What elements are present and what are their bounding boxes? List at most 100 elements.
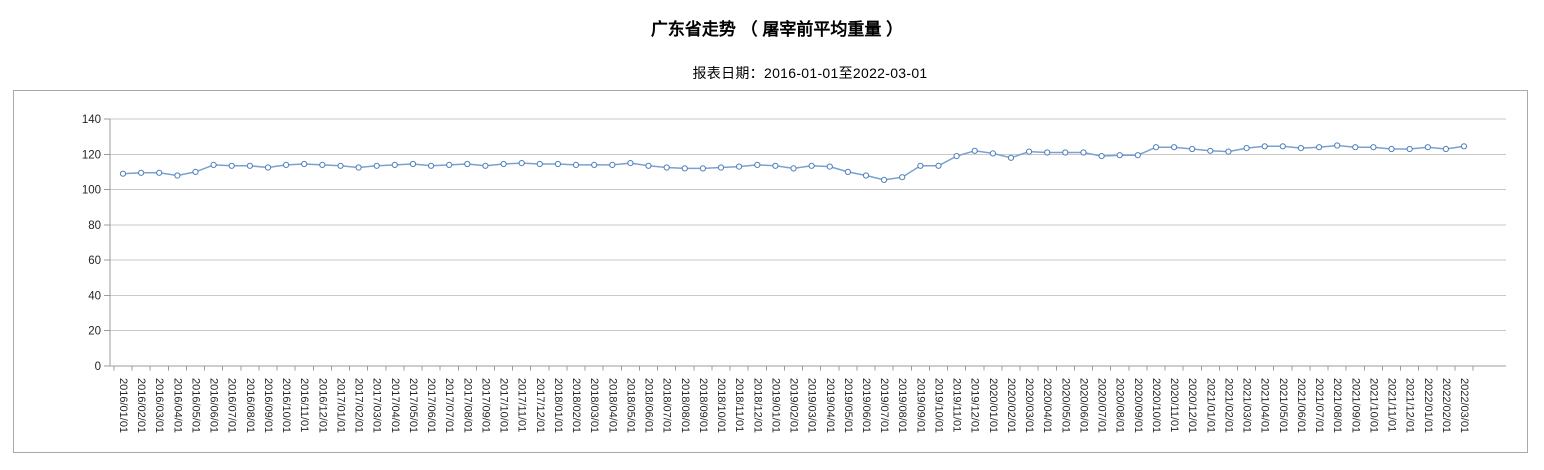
x-tick-label: 2016/05/01 [189,378,201,433]
data-point-marker [681,165,688,172]
data-point-marker [1442,145,1450,153]
y-tick-label: 120 [82,149,101,161]
data-point-marker [1134,152,1141,159]
y-tick-label: 20 [88,326,101,338]
data-point-marker [1044,149,1051,156]
x-tick-label: 2019/05/01 [842,378,854,433]
x-tick-label: 2021/05/01 [1277,378,1289,433]
data-point-marker [192,168,199,176]
data-point-marker [1352,144,1359,151]
x-tick-label: 2019/07/01 [878,378,890,433]
x-tick-label: 2018/10/01 [715,378,727,433]
data-point-marker [808,162,815,169]
data-point-marker [1316,144,1323,151]
x-tick-label: 2017/07/01 [443,378,455,433]
data-point-marker [790,165,797,172]
y-tick-label: 40 [88,290,101,302]
x-tick-label: 2017/11/01 [516,378,528,432]
data-point-marker [663,164,670,171]
data-point-marker [1098,153,1105,160]
x-tick-label: 2020/04/01 [1041,378,1053,433]
data-point-marker [337,162,344,169]
data-point-marker [591,161,598,169]
x-tick-label: 2018/07/01 [661,378,673,433]
x-tick-label: 2016/08/01 [244,378,256,433]
y-tick-label: 100 [82,185,101,197]
x-tick-label: 2022/03/01 [1458,378,1470,433]
x-tick-label: 2016/01/01 [117,378,129,433]
x-tick-label: 2018/04/01 [606,378,618,433]
x-tick-label: 2017/08/01 [461,378,473,433]
data-point-marker [1424,144,1431,151]
data-point-marker [409,160,417,168]
data-point-marker [319,161,326,169]
data-point-marker [1388,145,1395,153]
x-tick-label: 2021/03/01 [1241,378,1253,433]
data-point-marker [482,162,489,169]
data-point-marker [971,147,978,154]
data-point-marker [1460,143,1468,150]
x-tick-label: 2018/12/01 [751,378,763,433]
x-tick-label: 2016/07/01 [226,378,238,433]
chart-title: 广东省走势 （ 屠宰前平均重量 ） [650,20,904,39]
x-tick-label: 2018/11/01 [733,378,745,432]
x-tick-label: 2018/05/01 [624,378,636,433]
x-tick-label: 2019/10/01 [932,378,944,433]
x-tick-label: 2019/08/01 [896,378,908,433]
x-tick-label: 2022/01/01 [1422,378,1434,433]
x-tick-label: 2017/01/01 [334,378,346,433]
x-tick-label: 2020/11/01 [1168,378,1180,432]
data-point-marker [1007,154,1015,161]
data-point-marker [536,160,543,168]
data-point-marker [1062,149,1069,156]
data-point-marker [1279,143,1286,150]
data-point-marker [572,161,580,169]
data-point-marker [518,160,525,167]
x-tick-label: 2021/01/01 [1204,378,1216,433]
x-axis-labels: 2016/01/01 2016/02/01 2016/03/01 2016/04/01… [117,378,1470,433]
data-point-marker [1297,145,1305,152]
x-tick-label: 2021/12/01 [1404,378,1416,433]
x-tick-label: 2016/12/01 [316,378,328,433]
data-point-marker [138,169,145,176]
data-point-marker [446,161,453,169]
y-tick-label: 140 [82,114,101,126]
x-tick-label: 2021/06/01 [1295,378,1307,433]
x-tick-label: 2021/02/01 [1222,378,1234,433]
data-point-marker [772,162,779,169]
x-tick-label: 2018/08/01 [679,378,691,433]
x-tick-label: 2017/12/01 [534,378,546,433]
data-point-marker [917,162,924,169]
report-date-range: 报表日期：2016-01-01至2022-03-01 [692,65,928,81]
series-markers [119,142,1468,184]
x-tick-label: 2020/07/01 [1096,378,1108,433]
data-point-marker [736,163,743,170]
x-tick-label: 2019/02/01 [788,378,800,433]
data-point-marker [391,161,398,169]
data-point-marker [1225,148,1232,155]
data-point-marker [1116,152,1123,159]
data-point-marker [174,172,181,179]
x-tick-label: 2017/10/01 [498,378,510,433]
x-tick-label: 2018/01/01 [552,378,564,433]
data-point-marker [754,161,761,169]
data-point-marker [1189,145,1196,153]
data-point-marker [301,160,308,168]
x-tick-label: 2019/06/01 [860,378,872,433]
x-tick-label: 2019/09/01 [914,378,926,433]
data-point-marker [428,162,435,169]
x-tick-label: 2017/09/01 [479,378,491,433]
data-point-marker [156,169,163,176]
x-tick-label: 2017/05/01 [407,378,419,433]
x-tick-label: 2021/09/01 [1349,378,1361,433]
x-tick-label: 2020/08/01 [1114,378,1126,433]
y-tick-label: 80 [88,220,101,232]
x-tick-label: 2018/03/01 [588,378,600,433]
x-tick-label: 2021/07/01 [1313,378,1325,433]
data-point-marker [228,162,235,169]
data-point-marker [1334,142,1341,149]
data-point-marker [717,164,725,171]
x-tick-label: 2021/04/01 [1259,378,1271,433]
